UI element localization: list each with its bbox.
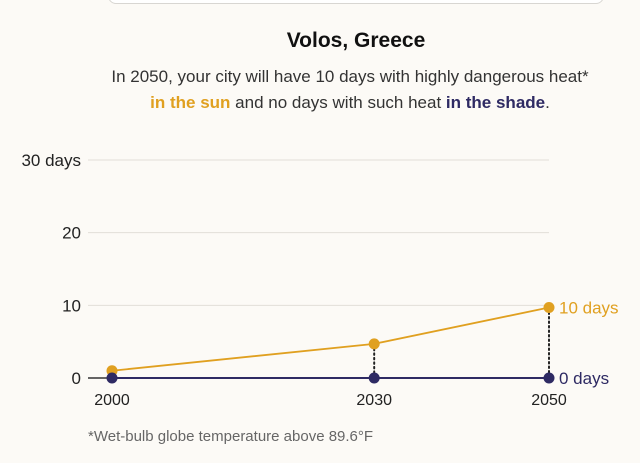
y-axis-ticks: 0 10 20 30 days <box>21 151 81 388</box>
chart-subtitle: In 2050, your city will have 10 days wit… <box>30 64 640 116</box>
subtitle-shade-highlight: in the shade <box>445 93 546 112</box>
subtitle-sun-highlight: in the sun <box>150 93 231 112</box>
end-label-1: 0 days <box>559 369 609 388</box>
y-tick-label-0: 0 <box>72 369 81 388</box>
gridlines <box>88 159 549 379</box>
data-point-1-2050 <box>543 372 555 384</box>
footnote: *Wet-bulb globe temperature above 89.6°F <box>88 428 374 445</box>
y-tick-label-30: 30 days <box>21 151 81 170</box>
subtitle-text-pre: In 2050, your city will have 10 days wit… <box>111 67 589 86</box>
data-point-1-2000 <box>106 372 118 384</box>
x-tick-label-2000: 2000 <box>94 392 130 409</box>
x-tick-label-2030: 2030 <box>356 392 392 409</box>
series-lines <box>111 306 550 379</box>
data-point-0-2030 <box>368 338 380 350</box>
y-tick-label-20: 20 <box>62 224 81 243</box>
end-labels: 10 days 0 days <box>559 299 619 388</box>
end-label-0: 10 days <box>559 299 619 318</box>
drop-lines <box>373 311 550 374</box>
series-line-0 <box>111 306 550 372</box>
subtitle-text-end: . <box>545 93 550 112</box>
chart-title: Volos, Greece <box>286 29 426 52</box>
data-point-1-2030 <box>368 372 380 384</box>
y-tick-label-10: 10 <box>62 296 81 315</box>
data-point-0-2050 <box>543 302 555 314</box>
x-tick-label-2050: 2050 <box>531 392 567 409</box>
x-axis-ticks: 2000 2030 2050 <box>94 392 567 409</box>
subtitle-text-mid: and no days with such heat <box>230 93 446 112</box>
data-points <box>106 302 555 384</box>
